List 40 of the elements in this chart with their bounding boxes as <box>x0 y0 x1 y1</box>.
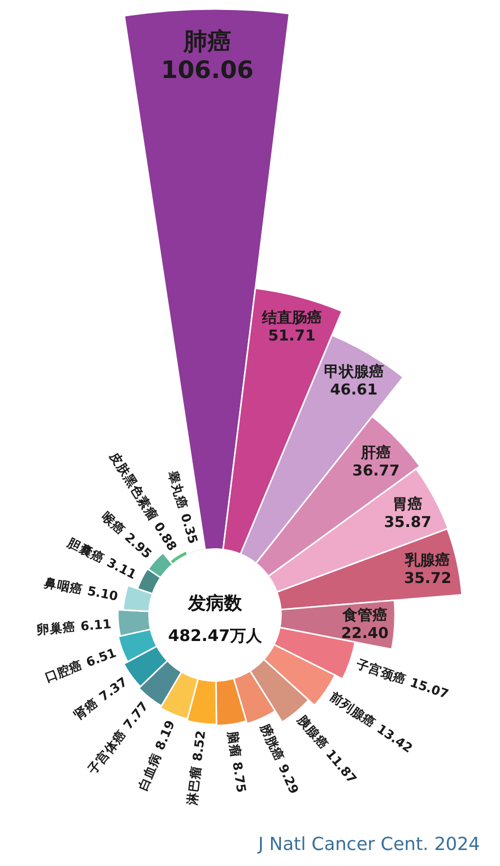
data-label: 8.75 <box>230 760 250 794</box>
data-label: 8.19 <box>152 718 178 752</box>
category-label: 淋巴瘤 <box>184 765 204 807</box>
data-label: 51.71 <box>268 326 316 345</box>
category-label: 胆囊癌 <box>64 534 107 566</box>
data-label: 35.72 <box>404 568 452 587</box>
data-label: 0.35 <box>178 512 202 546</box>
category-label: 肾癌 <box>71 694 101 722</box>
category-label: 肺癌 <box>182 27 232 56</box>
text: J Natl Cancer Cent. 2024 <box>257 834 480 855</box>
category-label: 白血病 <box>134 750 164 793</box>
category-label: 结直肠癌 <box>260 308 322 327</box>
data-label: 106.06 <box>161 56 254 84</box>
data-label: 9.29 <box>276 762 302 796</box>
category-label: 食管癌 <box>341 606 388 624</box>
data-label: 35.87 <box>384 512 432 531</box>
category-label: 胃癌 <box>392 494 423 513</box>
text: 482.47万人 <box>168 626 263 645</box>
category-label: 乳腺癌 <box>404 550 450 569</box>
category-label: 口腔癌 <box>42 657 84 685</box>
category-label: 肝癌 <box>360 443 392 462</box>
data-label: 46.61 <box>330 380 378 399</box>
data-label: 6.51 <box>84 644 118 670</box>
category-label: 卵巢癌 <box>35 618 76 638</box>
category-label: 睾丸癌 <box>165 468 191 512</box>
data-label: 8.52 <box>190 730 208 762</box>
data-label: 36.77 <box>352 461 400 480</box>
text: 发病数 <box>187 593 243 614</box>
category-label: 膀胱癌 <box>257 720 288 764</box>
data-label: 5.10 <box>86 582 120 604</box>
category-label: 子宫体癌 <box>84 726 129 778</box>
category-label: 喉癌 <box>99 508 128 538</box>
category-label: 鼻咽癌 <box>42 574 84 597</box>
data-label: 3.11 <box>104 554 139 582</box>
data-label: 22.40 <box>341 624 389 642</box>
data-label: 6.11 <box>80 616 112 634</box>
category-label: 脑瘤 <box>225 729 244 758</box>
data-label: 15.07 <box>408 674 451 702</box>
category-label: 甲状腺癌 <box>324 362 384 381</box>
category-label: 子宫颈癌 <box>353 656 408 688</box>
